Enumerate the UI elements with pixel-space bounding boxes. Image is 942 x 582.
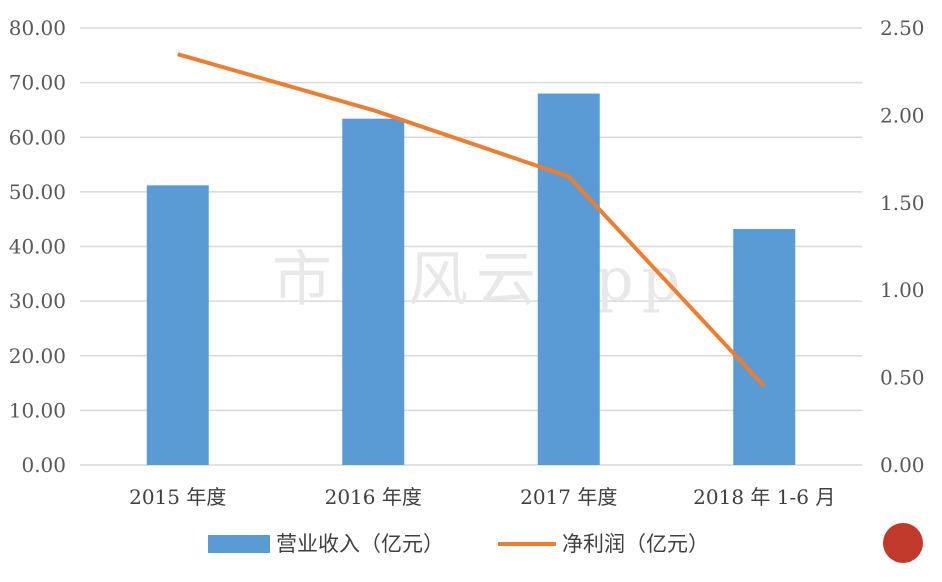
bar xyxy=(733,229,795,465)
y2-tick-label: 2.50 xyxy=(880,16,925,40)
y-tick-label: 20.00 xyxy=(9,344,66,368)
y2-tick-label: 2.00 xyxy=(880,103,925,127)
legend-label: 营业收入（亿元） xyxy=(276,532,444,556)
x-tick-label: 2018 年 1-6 月 xyxy=(693,485,835,509)
y-tick-label: 30.00 xyxy=(9,289,66,313)
y-tick-label: 0.00 xyxy=(21,453,66,477)
y-tick-label: 80.00 xyxy=(9,16,66,40)
y2-tick-label: 1.50 xyxy=(880,191,925,215)
y2-tick-label: 1.00 xyxy=(880,278,925,302)
y-tick-label: 40.00 xyxy=(9,235,66,259)
logo-seal xyxy=(883,523,923,563)
y-tick-label: 50.00 xyxy=(9,180,66,204)
legend-label: 净利润（亿元） xyxy=(562,532,709,556)
legend-swatch-bar xyxy=(208,535,270,553)
bar xyxy=(147,185,209,465)
y-tick-label: 60.00 xyxy=(9,125,66,149)
y-tick-label: 10.00 xyxy=(9,398,66,422)
y2-tick-label: 0.50 xyxy=(880,366,925,390)
bar xyxy=(342,119,404,465)
line-series xyxy=(178,54,765,386)
watermark: 市值风云App xyxy=(272,245,688,315)
y2-tick-label: 0.00 xyxy=(880,453,925,477)
y-tick-label: 70.00 xyxy=(9,71,66,95)
x-tick-label: 2016 年度 xyxy=(325,485,422,509)
bar xyxy=(538,94,600,465)
x-tick-label: 2017 年度 xyxy=(520,485,617,509)
x-tick-label: 2015 年度 xyxy=(129,485,226,509)
